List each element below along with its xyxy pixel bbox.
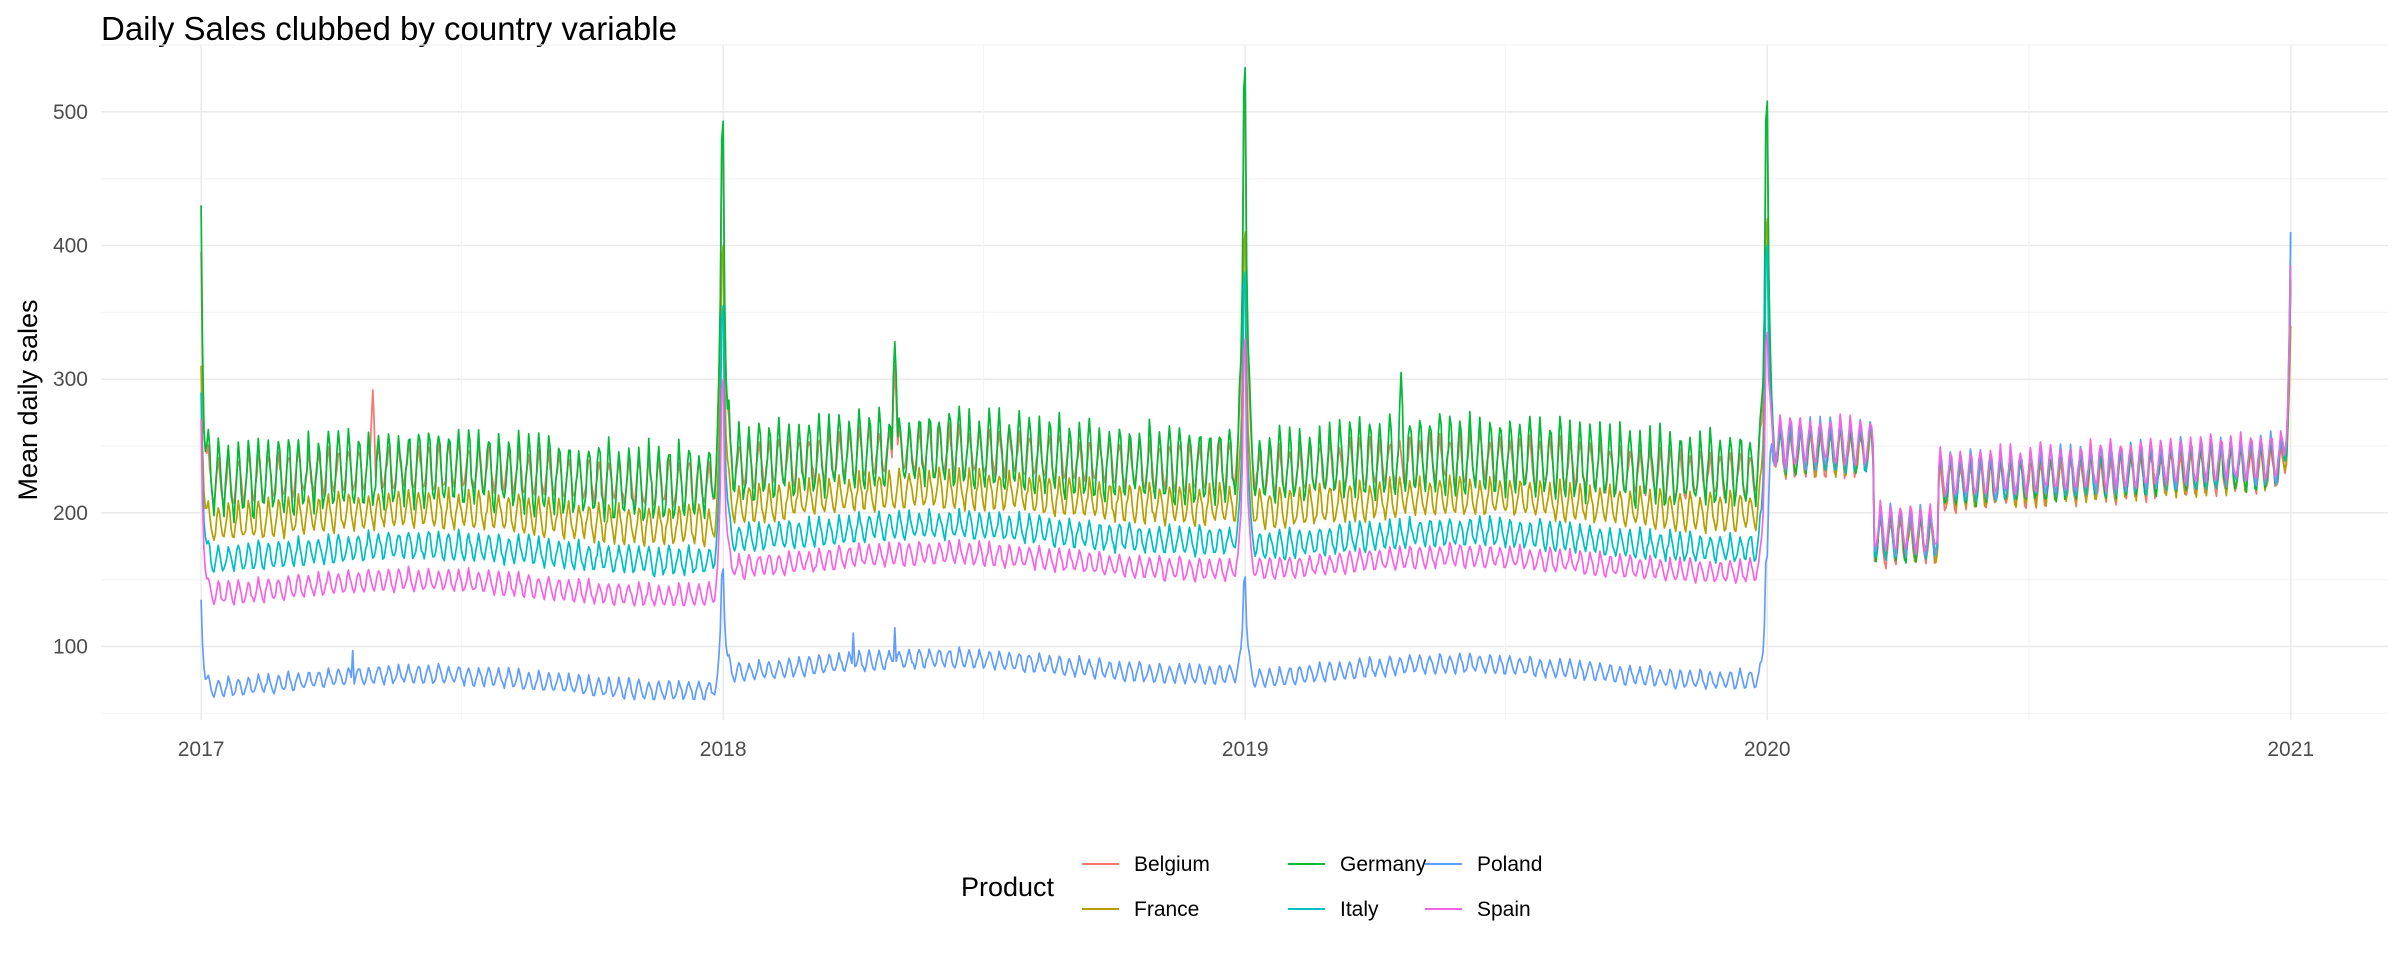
- y-axis-ticks: 100 200 300 400 500: [53, 101, 88, 659]
- legend: Product Belgium France Germany Italy Poland S…: [961, 853, 1542, 921]
- y-axis-title: Mean daily sales: [13, 299, 43, 500]
- y-tick-label: 200: [53, 502, 88, 525]
- legend-label-poland: Poland: [1477, 853, 1542, 876]
- legend-label-spain: Spain: [1477, 898, 1531, 921]
- y-tick-label: 500: [53, 101, 88, 124]
- y-tick-label: 400: [53, 234, 88, 257]
- legend-label-belgium: Belgium: [1134, 853, 1210, 876]
- grid: [101, 44, 2388, 720]
- y-tick-label: 300: [53, 368, 88, 391]
- x-tick-label: 2018: [700, 738, 747, 761]
- x-tick-label: 2021: [2267, 738, 2314, 761]
- series-line-spain: [200, 265, 2292, 607]
- x-axis-ticks: 2017 2018 2019 2020 2021: [178, 738, 2314, 761]
- legend-label-france: France: [1134, 898, 1199, 921]
- series-lines: [200, 66, 2292, 701]
- x-tick-label: 2019: [1222, 738, 1269, 761]
- x-tick-label: 2020: [1744, 738, 1791, 761]
- legend-label-germany: Germany: [1340, 853, 1427, 876]
- y-tick-label: 100: [53, 635, 88, 658]
- legend-title: Product: [961, 872, 1055, 902]
- chart-title: Daily Sales clubbed by country variable: [101, 10, 677, 47]
- x-tick-label: 2017: [178, 738, 225, 761]
- legend-label-italy: Italy: [1340, 898, 1379, 921]
